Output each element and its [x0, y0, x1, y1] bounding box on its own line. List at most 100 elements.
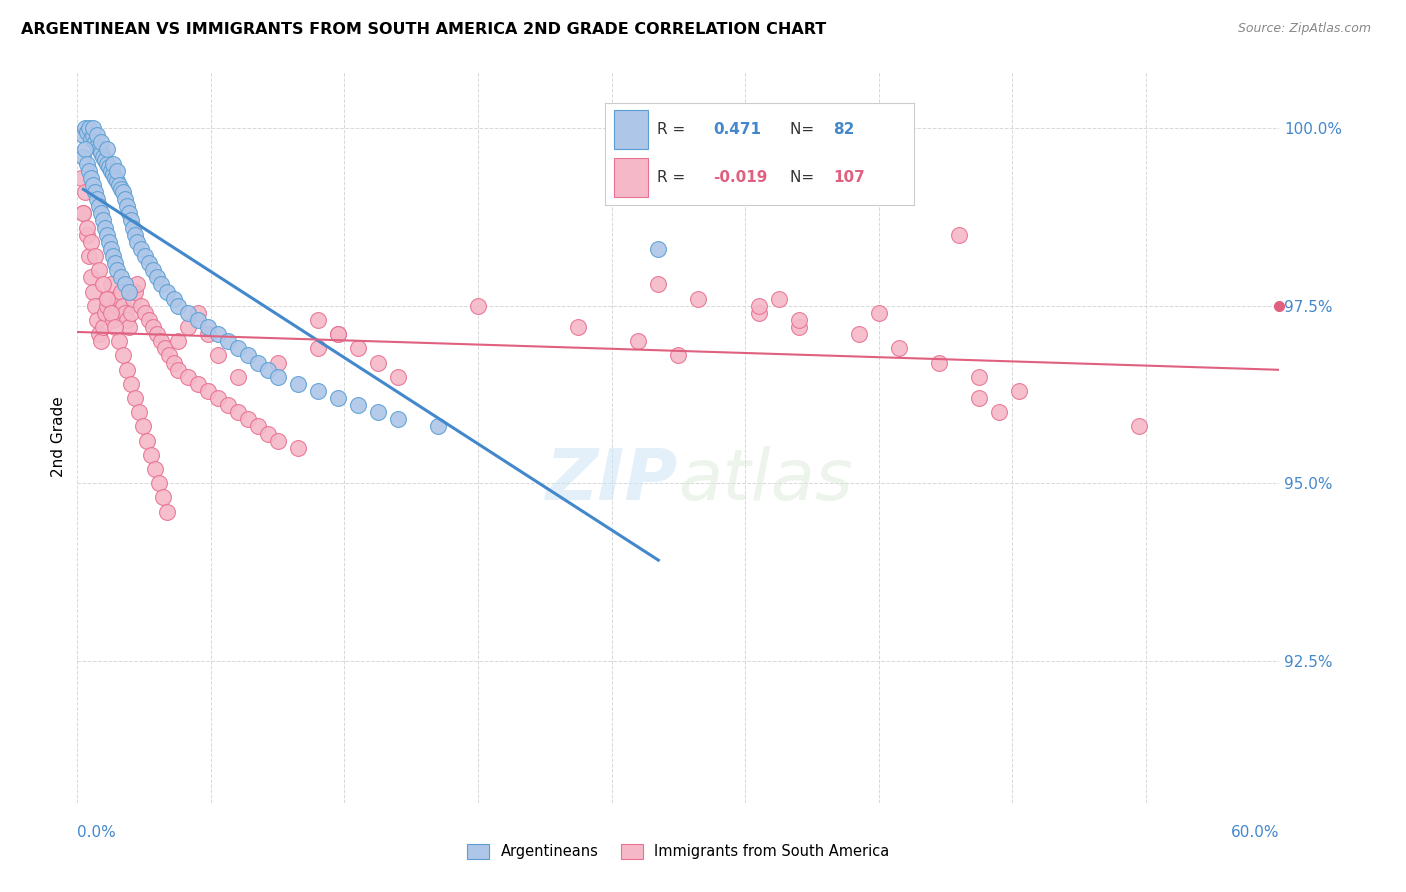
Point [176, 320, 198, 334]
Point [146, 327, 169, 342]
Point [100, 306, 122, 320]
Point [89, 263, 111, 277]
Point [80, 170, 103, 185]
Point [84, 249, 107, 263]
Point [72, 128, 94, 143]
Point [150, 334, 173, 349]
Point [98, 292, 121, 306]
Point [156, 285, 179, 299]
Point [80, 270, 103, 285]
Point [70, 170, 93, 185]
Point [127, 235, 149, 249]
Point [567, 320, 589, 334]
Point [84, 136, 107, 150]
Point [117, 313, 139, 327]
Bar [614, 158, 648, 197]
Point [94, 220, 117, 235]
Point [72, 206, 94, 220]
Point [848, 327, 870, 342]
Point [267, 369, 290, 384]
Point [256, 426, 278, 441]
Point [86, 313, 108, 327]
Text: Source: ZipAtlas.com: Source: ZipAtlas.com [1237, 22, 1371, 36]
Point [96, 227, 118, 242]
Point [98, 235, 121, 249]
Point [82, 128, 104, 143]
Point [122, 220, 145, 235]
Point [93, 150, 115, 164]
Point [107, 163, 129, 178]
Point [152, 491, 174, 505]
Point [131, 299, 153, 313]
Point [787, 320, 810, 334]
Point [155, 341, 177, 355]
Point [90, 206, 112, 220]
Point [166, 334, 188, 349]
Point [100, 163, 122, 178]
Point [110, 181, 132, 195]
Point [187, 376, 209, 391]
Point [156, 505, 179, 519]
Point [246, 355, 269, 369]
Point [94, 153, 117, 168]
Point [267, 355, 290, 369]
Point [75, 143, 97, 157]
Point [89, 199, 111, 213]
Point [90, 146, 112, 161]
Point [107, 174, 129, 188]
Point [104, 170, 127, 185]
Point [120, 306, 142, 320]
Point [187, 306, 209, 320]
Point [150, 277, 173, 292]
Point [236, 348, 259, 362]
Text: atlas: atlas [679, 447, 853, 516]
Point [134, 306, 156, 320]
Text: 0.471: 0.471 [713, 121, 761, 136]
Point [80, 235, 103, 249]
Point [80, 132, 103, 146]
Point [162, 292, 184, 306]
Point [307, 341, 329, 355]
Legend: Argentineans, Immigrants from South America: Argentineans, Immigrants from South Amer… [461, 838, 896, 865]
Point [138, 256, 160, 270]
Point [146, 270, 169, 285]
Point [367, 405, 389, 419]
Text: N=: N= [790, 170, 820, 185]
Point [928, 355, 950, 369]
Text: 107: 107 [834, 170, 865, 185]
Point [118, 285, 141, 299]
Point [100, 242, 122, 256]
Point [124, 227, 146, 242]
Point [787, 313, 810, 327]
Point [197, 320, 219, 334]
Point [1128, 419, 1150, 434]
Point [82, 285, 104, 299]
Point [226, 405, 249, 419]
Point [96, 299, 118, 313]
Point [132, 419, 155, 434]
Point [79, 121, 101, 136]
Point [117, 362, 139, 376]
Point [207, 348, 229, 362]
Point [76, 156, 98, 170]
Point [89, 327, 111, 342]
Text: ARGENTINEAN VS IMMIGRANTS FROM SOUTH AMERICA 2ND GRADE CORRELATION CHART: ARGENTINEAN VS IMMIGRANTS FROM SOUTH AME… [21, 22, 827, 37]
Point [367, 355, 389, 369]
Point [103, 156, 125, 170]
Point [112, 299, 135, 313]
Point [387, 412, 409, 426]
Point [207, 327, 229, 342]
Point [96, 292, 118, 306]
Point [236, 412, 259, 426]
Y-axis label: 2nd Grade: 2nd Grade [51, 397, 66, 477]
Text: ZIP: ZIP [546, 447, 679, 516]
Point [86, 128, 108, 143]
Point [110, 270, 132, 285]
Point [75, 185, 97, 199]
Point [108, 178, 131, 192]
Text: 60.0%: 60.0% [1232, 825, 1279, 840]
Point [347, 341, 370, 355]
Point [387, 369, 409, 384]
Point [120, 213, 142, 227]
Point [166, 362, 188, 376]
